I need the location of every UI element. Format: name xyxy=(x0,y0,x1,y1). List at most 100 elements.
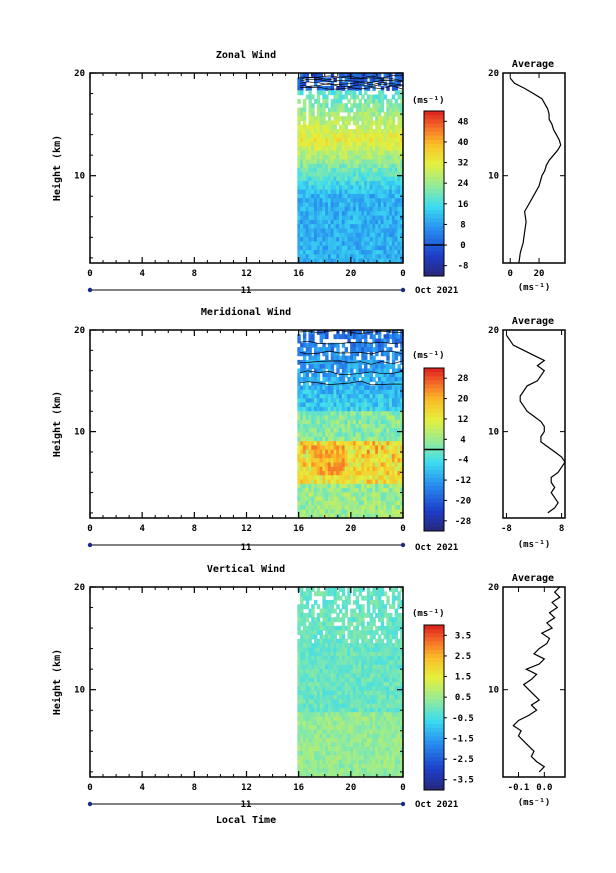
meridional-wind-heatmap-cell xyxy=(366,458,371,464)
zonal-wind-heatmap-cell xyxy=(355,129,360,135)
meridional-wind-heatmap-cell xyxy=(366,449,371,455)
vertical-wind-heatmap-cell xyxy=(316,587,321,592)
zonal-wind-heatmap-cell xyxy=(322,133,326,139)
vertical-wind-heatmap-cell xyxy=(366,599,371,605)
meridional-wind-heatmap-cell xyxy=(325,488,329,493)
meridional-wind-heatmap-cell xyxy=(297,479,301,485)
meridional-wind-heatmap-cell xyxy=(364,505,368,511)
meridional-wind-heatmap-cell xyxy=(372,492,376,498)
zonal-wind-heatmap-cell xyxy=(352,189,357,195)
meridional-wind-heatmap-cell xyxy=(369,496,374,502)
meridional-wind-xtick-label: 0 xyxy=(87,524,92,534)
zonal-wind-heatmap-cell xyxy=(394,124,399,130)
meridional-wind-heatmap-cell xyxy=(336,488,340,493)
vertical-wind-heatmap-cell xyxy=(336,617,340,623)
meridional-wind-heatmap-cell xyxy=(369,398,374,404)
meridional-wind-heatmap-cell xyxy=(397,479,401,485)
meridional-wind-heatmap-cell xyxy=(352,377,357,382)
vertical-wind-heatmap-cell xyxy=(325,604,329,610)
zonal-wind-heatmap-cell xyxy=(341,215,346,221)
zonal-wind-heatmap-cell xyxy=(372,150,376,156)
zonal-wind-heatmap-cell xyxy=(380,90,385,96)
zonal-wind-heatmap-cell xyxy=(350,198,354,204)
meridional-wind-heatmap-cell xyxy=(322,402,326,408)
meridional-wind-heatmap-cell xyxy=(302,381,307,387)
meridional-wind-heatmap-cell xyxy=(394,351,399,357)
meridional-wind-heatmap-cell xyxy=(383,406,387,412)
zonal-wind-average-ytick-label: 10 xyxy=(488,172,499,182)
meridional-wind-xtick-label: 4 xyxy=(139,524,145,534)
meridional-wind-heatmap-cell xyxy=(322,432,326,438)
meridional-wind-heatmap-cell xyxy=(350,488,354,493)
vertical-wind-heatmap-cell xyxy=(361,647,365,653)
vertical-wind-heatmap-cell xyxy=(364,664,368,670)
meridional-wind-heatmap-cell xyxy=(361,347,365,352)
meridional-wind-heatmap-cell xyxy=(372,428,376,434)
zonal-wind-heatmap-cell xyxy=(369,133,374,139)
zonal-wind-heatmap-cell xyxy=(333,168,337,173)
vertical-wind-heatmap-cell xyxy=(377,682,382,687)
vertical-wind-heatmap-cell xyxy=(327,630,332,636)
meridional-wind-heatmap-cell xyxy=(377,424,382,429)
meridional-wind-heatmap-cell xyxy=(355,381,360,387)
zonal-wind-heatmap-cell xyxy=(350,107,354,113)
meridional-wind-heatmap-cell xyxy=(311,479,315,485)
vertical-wind-heatmap-cell xyxy=(322,647,326,653)
zonal-wind-heatmap-cell xyxy=(375,142,379,148)
zonal-wind-heatmap-cell xyxy=(391,150,396,156)
zonal-wind-heatmap-cell xyxy=(375,155,379,160)
meridional-wind-heatmap-cell xyxy=(302,513,307,518)
vertical-wind-heatmap-cell xyxy=(352,625,357,631)
zonal-wind-heatmap-cell xyxy=(311,250,315,255)
vertical-wind-heatmap-cell xyxy=(297,707,301,713)
meridional-wind-heatmap-cell xyxy=(333,398,337,404)
meridional-wind-heatmap-cell xyxy=(322,500,326,506)
meridional-wind-heatmap-cell xyxy=(355,449,360,455)
meridional-wind-heatmap-cell xyxy=(375,496,379,502)
vertical-wind-heatmap-cell xyxy=(300,712,304,718)
meridional-wind-heatmap-cell xyxy=(311,458,315,464)
meridional-wind-heatmap-cell xyxy=(380,364,385,370)
zonal-wind-heatmap-cell xyxy=(397,206,401,212)
zonal-wind-heatmap-cell xyxy=(364,254,368,260)
vertical-wind-heatmap-cell xyxy=(361,746,365,752)
meridional-wind-heatmap-cell xyxy=(302,389,307,395)
vertical-wind-heatmap-cell xyxy=(364,686,368,692)
zonal-wind-heatmap-cell xyxy=(383,81,387,87)
vertical-wind-heatmap-cell xyxy=(316,712,321,718)
zonal-wind-heatmap-cell xyxy=(391,124,396,130)
meridional-wind-zero-contour xyxy=(299,380,403,386)
meridional-wind-heatmap-cell xyxy=(394,368,399,374)
vertical-wind-heatmap-cell xyxy=(308,703,312,709)
vertical-wind-heatmap-cell xyxy=(355,764,360,769)
meridional-wind-heatmap-cell xyxy=(322,368,326,374)
meridional-wind-heatmap-cell xyxy=(397,406,401,412)
vertical-wind-heatmap-cell xyxy=(333,707,337,713)
vertical-wind-heatmap-cell xyxy=(347,712,351,718)
meridional-wind-heatmap-cell xyxy=(375,471,379,476)
vertical-wind-heatmap-cell xyxy=(300,738,304,744)
meridional-wind-heatmap-cell xyxy=(352,415,357,421)
meridional-wind-heatmap-cell xyxy=(347,509,351,515)
zonal-wind-heatmap-cell xyxy=(361,215,365,221)
vertical-wind-heatmap-cell xyxy=(397,664,401,670)
vertical-wind-heatmap-cell xyxy=(311,772,315,777)
vertical-wind-heatmap-cell xyxy=(386,625,390,631)
meridional-wind-heatmap-cell xyxy=(355,338,360,344)
zonal-wind-heatmap-cell xyxy=(297,180,301,186)
zonal-wind-heatmap-cell xyxy=(391,137,396,143)
vertical-wind-heatmap-cell xyxy=(333,725,337,731)
vertical-wind-heatmap-cell xyxy=(300,686,304,692)
zonal-wind-heatmap-cell xyxy=(344,176,348,182)
meridional-wind-heatmap-cell xyxy=(336,428,340,434)
zonal-wind-heatmap-cell xyxy=(383,163,387,169)
zonal-wind-heatmap-cell xyxy=(352,172,357,178)
meridional-wind-heatmap-cell xyxy=(364,466,368,472)
meridional-wind-heatmap-cell xyxy=(325,471,329,476)
zonal-wind-heatmap-cell xyxy=(333,245,337,251)
vertical-wind-heatmap-cell xyxy=(383,712,387,718)
zonal-wind-heatmap-cell xyxy=(308,163,312,169)
zonal-wind-heatmap-cell xyxy=(366,120,371,126)
vertical-wind-heatmap-cell xyxy=(389,772,393,777)
vertical-wind-heatmap-cell xyxy=(380,677,385,683)
